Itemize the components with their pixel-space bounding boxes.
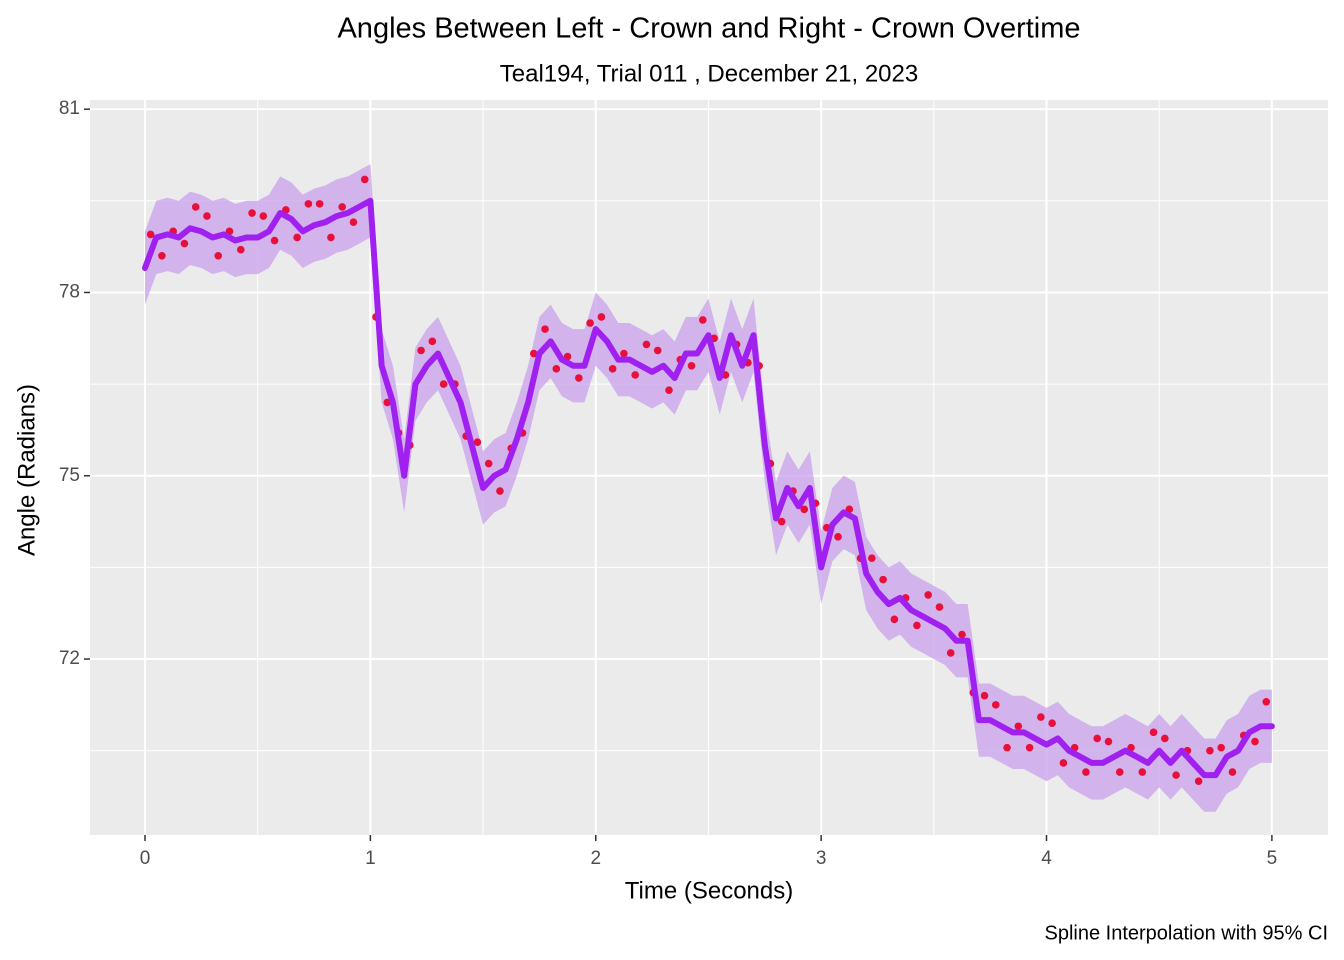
- x-tick-label: 0: [140, 848, 151, 869]
- data-point: [1014, 722, 1023, 731]
- data-point: [541, 325, 549, 333]
- data-point: [1104, 737, 1113, 746]
- axes: 0 1 2 3 4 5 72 75 78 81: [59, 98, 1277, 869]
- data-point: [1059, 759, 1068, 767]
- data-point: [349, 218, 358, 226]
- data-point: [484, 459, 493, 468]
- data-point: [428, 337, 437, 346]
- data-point: [214, 251, 223, 260]
- data-point: [473, 438, 482, 446]
- data-point: [935, 603, 944, 611]
- data-point: [1048, 719, 1056, 727]
- data-point: [383, 398, 392, 407]
- data-point: [665, 386, 673, 395]
- data-point: [913, 621, 921, 630]
- data-point: [1194, 777, 1203, 786]
- x-tick-label: 1: [365, 848, 376, 869]
- data-point: [800, 505, 809, 514]
- data-point: [1172, 771, 1180, 779]
- data-point: [146, 230, 155, 239]
- x-axis-title: Time (Seconds): [625, 877, 794, 904]
- data-point: [946, 649, 955, 657]
- marks: [141, 164, 1275, 812]
- data-point: [991, 701, 1000, 709]
- data-point: [620, 349, 628, 358]
- data-point: [924, 591, 932, 599]
- confidence-band: [144, 164, 1272, 812]
- data-point: [158, 251, 166, 260]
- data-point: [777, 517, 786, 526]
- data-point: [1206, 746, 1214, 755]
- data-point: [496, 487, 504, 495]
- data-point: [1149, 728, 1158, 737]
- chart-title: Angles Between Left - Crown and Right - …: [337, 13, 1080, 45]
- data-point: [1262, 698, 1271, 706]
- data-point: [1025, 743, 1034, 752]
- data-point: [597, 313, 606, 321]
- data-point: [653, 346, 662, 355]
- data-point: [586, 319, 594, 327]
- data-point: [180, 239, 189, 248]
- caption: Spline Interpolation with 95% CI: [1045, 922, 1329, 944]
- data-point: [879, 575, 887, 584]
- data-point: [236, 245, 245, 254]
- data-point: [293, 233, 301, 242]
- data-point: [439, 380, 448, 388]
- data-point: [687, 361, 696, 370]
- data-point: [552, 365, 561, 373]
- data-point: [1228, 768, 1237, 776]
- data-point: [631, 371, 639, 379]
- x-tick-label: 3: [816, 848, 827, 869]
- chart-subtitle: Teal194, Trial 011 , December 21, 2023: [500, 60, 918, 87]
- data-point: [203, 212, 211, 220]
- data-point: [834, 533, 842, 541]
- x-tick-label: 4: [1041, 848, 1052, 869]
- data-point: [608, 365, 617, 373]
- data-point: [642, 340, 651, 349]
- data-point: [338, 203, 346, 211]
- data-point: [529, 349, 538, 358]
- x-tick-label: 2: [590, 848, 601, 869]
- data-point: [259, 212, 268, 220]
- data-point: [1251, 737, 1259, 746]
- y-tick-label: 75: [59, 465, 80, 486]
- x-tick-label: 5: [1267, 848, 1278, 869]
- y-tick-label: 81: [59, 98, 80, 119]
- data-point: [315, 200, 324, 208]
- data-point: [890, 615, 899, 624]
- data-point: [699, 316, 707, 324]
- spline-line: [141, 197, 1275, 779]
- data-point: [868, 554, 876, 563]
- data-point: [1138, 768, 1147, 776]
- data-point: [417, 346, 425, 355]
- data-point: [1037, 713, 1045, 721]
- data-point: [1003, 743, 1011, 752]
- y-axis-title: Angle (Radians): [13, 384, 40, 556]
- data-point: [980, 691, 989, 700]
- data-point: [327, 233, 335, 242]
- data-point: [270, 236, 279, 245]
- data-point: [248, 209, 256, 217]
- data-point: [1217, 743, 1225, 752]
- data-point: [575, 374, 583, 382]
- data-point: [1082, 768, 1090, 776]
- data-point: [304, 200, 313, 208]
- y-tick-label: 78: [59, 281, 80, 302]
- y-tick-label: 72: [59, 648, 80, 669]
- data-point: [360, 175, 369, 184]
- data-point: [191, 203, 200, 211]
- data-point: [1115, 768, 1124, 776]
- data-point: [1093, 734, 1102, 743]
- data-point: [1161, 734, 1169, 743]
- data-point: [958, 630, 966, 639]
